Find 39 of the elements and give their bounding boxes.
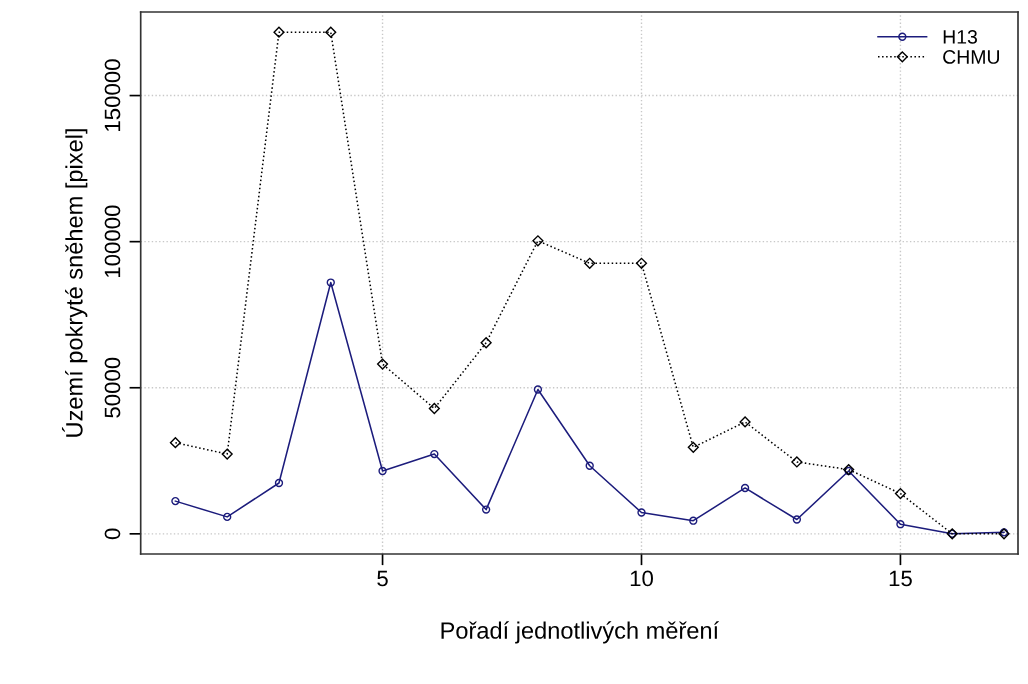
point (792, 515, 802, 524)
point (326, 278, 335, 287)
point (325, 26, 337, 38)
point (894, 487, 907, 500)
point (532, 235, 544, 247)
point (689, 516, 698, 525)
x-tick-label: 10 (630, 570, 653, 587)
legend-label: H13 (943, 30, 977, 44)
point (584, 257, 596, 269)
point (637, 508, 646, 517)
point (740, 483, 750, 493)
point (376, 358, 389, 370)
point (428, 402, 440, 415)
point (273, 26, 285, 38)
point (171, 496, 180, 506)
point (585, 461, 594, 470)
point (430, 449, 439, 459)
point (635, 257, 648, 269)
point (169, 437, 182, 449)
x-axis-title: Pořadí jednotlivých měření (441, 621, 720, 644)
legend-label: CHMU (943, 50, 999, 64)
y-tick-label: 0 (104, 528, 121, 540)
point (896, 520, 905, 529)
y-tick-label: 100000 (104, 205, 121, 278)
point (378, 466, 387, 476)
x-tick-label: 5 (377, 570, 388, 587)
y-tick-label: 50000 (104, 357, 121, 418)
point (274, 478, 284, 488)
point (480, 337, 492, 349)
point (739, 416, 751, 428)
point (533, 385, 543, 394)
point (223, 512, 232, 522)
x-tick-label: 15 (889, 570, 912, 587)
point (687, 441, 699, 453)
point (791, 456, 803, 468)
y-tick-label: 150000 (104, 59, 121, 131)
point (481, 505, 491, 514)
y-axis-title: Území pokryté sněhem [pixel] (61, 129, 88, 437)
point (221, 448, 233, 460)
